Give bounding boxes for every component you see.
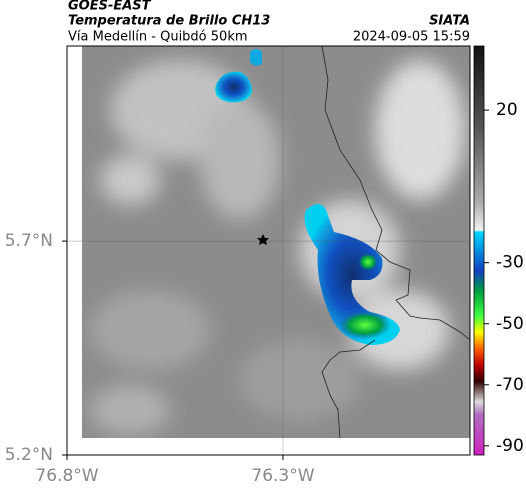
lat-tick-label: 5.7°N [5, 231, 53, 251]
colorbar [473, 45, 485, 456]
datetime: 2024-09-05 15:59 [353, 30, 470, 45]
colorbar-tick-label: 20 [496, 100, 518, 120]
agency: SIATA [429, 14, 470, 29]
colorbar-tick-label: -90 [496, 436, 524, 456]
lon-tick-label: 76.8°W [35, 466, 98, 486]
subtitle: Vía Medellín - Quibdó 50km [68, 30, 248, 45]
colorbar-tick-label: -30 [496, 253, 524, 273]
source: GOES-EAST [68, 0, 152, 14]
title: Temperatura de Brillo CH13 [68, 14, 270, 29]
lat-tick-label: 5.2°N [5, 445, 53, 465]
colorbar-tick-label: -50 [496, 314, 524, 334]
satellite-image [82, 46, 470, 438]
lon-tick-label: 76.3°W [251, 466, 314, 486]
map-frame [66, 45, 471, 456]
colorbar-tick-label: -70 [496, 375, 524, 395]
station-marker [257, 234, 269, 245]
